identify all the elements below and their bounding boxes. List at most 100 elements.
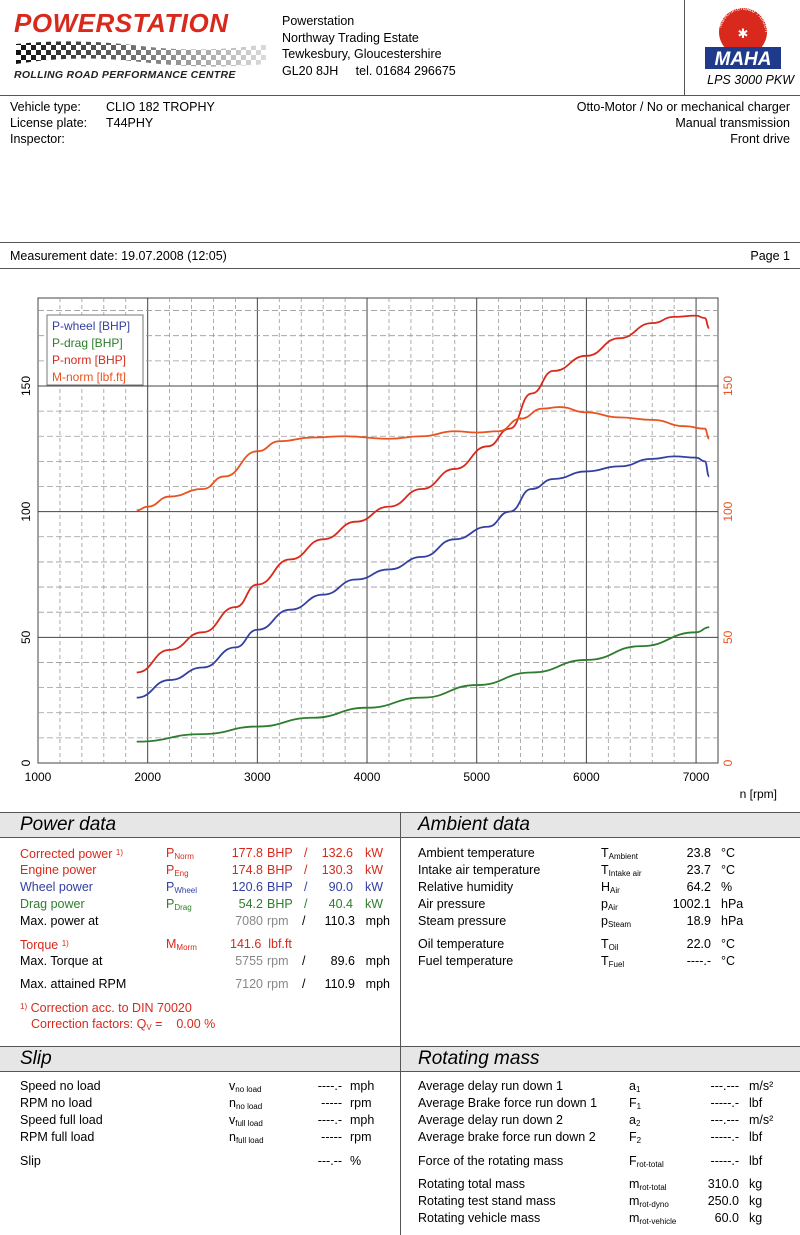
row-unit: lbf (749, 1130, 763, 1144)
drive-type: Front drive (730, 132, 790, 146)
transmission-type: Manual transmission (675, 116, 790, 130)
row-value: 23.8 (686, 846, 711, 860)
ambient-data-title: Ambient data (418, 814, 530, 835)
row-label: Oil temperature (418, 937, 505, 951)
column-divider (400, 812, 401, 1235)
row-symbol: mrot-dyno (629, 1194, 669, 1209)
row-unit: rpm (350, 1130, 372, 1144)
row-label: Intake air temperature (418, 863, 541, 877)
x-tick-label: 7000 (683, 770, 710, 784)
row-value: -----.- (710, 1154, 739, 1168)
wheel-power-symbol: PWheel (166, 880, 198, 895)
series-line-2 (136, 626, 710, 743)
license-plate-value: T44PHY (106, 116, 154, 130)
row-value: ----.- (317, 1113, 342, 1127)
x-tick-label: 3000 (244, 770, 271, 784)
chart-grid (37, 297, 719, 764)
row-value: 1002.1 (672, 897, 711, 911)
vehicle-type-value: CLIO 182 TROPHY (106, 100, 215, 114)
row-unit: % (721, 880, 733, 894)
row-symbol: nfull load (229, 1130, 264, 1145)
row-symbol: TIntake air (601, 863, 642, 878)
row-value: -----.- (710, 1130, 739, 1144)
dyno-model: LPS 3000 PKW (707, 73, 794, 87)
torque-label: Torque (20, 938, 59, 952)
chart-legend: P-wheel [BHP] P-drag [BHP] P-norm [BHP] M-n… (46, 314, 144, 386)
row-symbol: mrot-total (629, 1177, 667, 1192)
row-unit: m/s² (749, 1113, 774, 1127)
row-symbol: F1 (629, 1096, 642, 1111)
divider (0, 268, 800, 269)
row-unit: mph (350, 1113, 375, 1127)
max-power-at-label: Max. power at (20, 914, 99, 928)
correction-factors: Correction factors: QV = 0.00 % (31, 1017, 216, 1032)
row-symbol: TAmbient (601, 846, 638, 861)
page-number: Page 1 (750, 249, 790, 263)
row-symbol: F2 (629, 1130, 642, 1145)
power-chart: 1000 2000 3000 4000 5000 6000 7000 0 50 100 150 0 50… (19, 297, 777, 801)
maha-box: Maschinenbau Haldenwang ✱ MAHA (684, 0, 800, 96)
row-symbol: pAir (601, 897, 618, 912)
row-unit: °C (721, 937, 736, 951)
address-line: Tewkesbury, Gloucestershire (282, 47, 442, 61)
legend-entry: P-drag [BHP] (52, 336, 123, 350)
row-label: Relative humidity (418, 880, 514, 894)
y-tick-label: 150 (19, 376, 33, 396)
row-unit: rpm (350, 1096, 372, 1110)
x-tick-label: 2000 (134, 770, 161, 784)
row-value: ----- (321, 1096, 342, 1110)
row-unit: m/s² (749, 1079, 774, 1093)
svg-text:✱: ✱ (738, 26, 749, 41)
row-value: ----.- (317, 1079, 342, 1093)
row-unit: hPa (721, 897, 744, 911)
powerstation-logo: POWERSTATION ROLLING ROAD PERFORMANCE CE… (14, 8, 269, 84)
checkered-flag-icon (16, 40, 266, 67)
row-label: Air pressure (418, 897, 486, 911)
inspector-label: Inspector: (10, 132, 65, 146)
row-label: Steam pressure (418, 914, 507, 928)
drag-power-symbol: PDrag (166, 897, 192, 912)
row-unit: kg (749, 1177, 763, 1191)
divider (0, 95, 800, 96)
series-line-1 (136, 455, 711, 699)
row-label: Average brake force run down 2 (418, 1130, 596, 1144)
measurement-date: Measurement date: 19.07.2008 (12:05) (10, 249, 227, 263)
corrected-power-symbol: PNorm (166, 846, 194, 861)
row-value: 64.2 (686, 880, 711, 894)
legend-entry: P-wheel [BHP] (52, 319, 130, 333)
row-symbol: vfull load (229, 1113, 263, 1128)
plot-frame (37, 297, 719, 764)
y2-tick-label: 150 (721, 376, 735, 396)
vehicle-type-label: Vehicle type: (10, 100, 81, 114)
row-symbol: a2 (629, 1113, 641, 1128)
footnote-mark: 1) (61, 939, 69, 948)
y-tick-label: 100 (19, 501, 33, 521)
x-axis-label: n [rpm] (740, 787, 777, 801)
row-symbol: mrot-vehicle (629, 1211, 677, 1226)
x-tick-label: 4000 (354, 770, 381, 784)
row-value: 60.0 (714, 1211, 739, 1225)
row-unit: lbf (749, 1096, 763, 1110)
row-value: ---.-- (317, 1154, 342, 1168)
x-tick-label: 6000 (573, 770, 600, 784)
license-plate-label: License plate: (10, 116, 88, 130)
row-value: 250.0 (707, 1194, 739, 1208)
address-line: Powerstation (282, 14, 355, 28)
engine-type: Otto-Motor / No or mechanical charger (576, 100, 790, 114)
y2-tick-label: 0 (721, 759, 735, 766)
corrected-power-row: Corrected power 1) (20, 845, 123, 862)
engine-power-symbol: PEng (166, 863, 189, 878)
row-value: ---.--- (710, 1113, 739, 1127)
torque-values: 141.6 lbf.ft (230, 937, 292, 951)
row-value: ---.--- (710, 1079, 739, 1093)
row-unit: kg (749, 1194, 763, 1208)
row-label: RPM full load (20, 1130, 95, 1144)
divider (0, 242, 800, 243)
row-unit: kg (749, 1211, 763, 1225)
row-value: ----.- (686, 954, 711, 968)
row-unit: % (350, 1154, 362, 1168)
series-line-4 (136, 406, 710, 512)
address-line: Northway Trading Estate (282, 30, 419, 45)
y-tick-label: 50 (19, 630, 33, 644)
row-symbol: vno load (229, 1079, 262, 1094)
